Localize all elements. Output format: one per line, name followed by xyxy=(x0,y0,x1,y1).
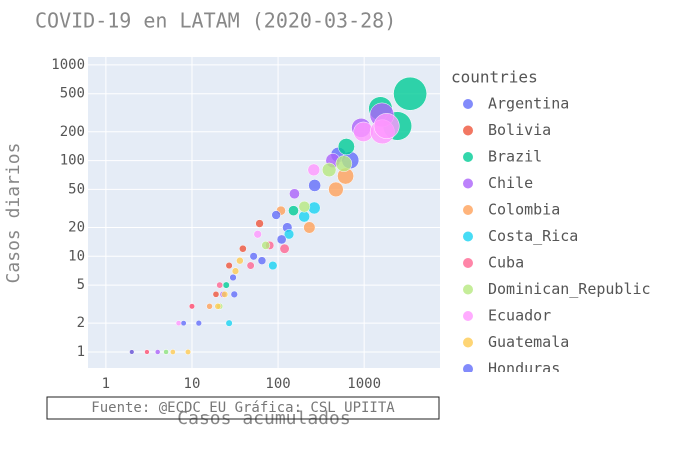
point xyxy=(307,163,321,177)
point xyxy=(276,234,287,245)
point xyxy=(268,260,278,271)
point xyxy=(321,162,337,178)
point xyxy=(308,179,321,192)
point xyxy=(129,349,135,355)
legend-label: Guatemala xyxy=(488,333,569,351)
y-tick-label: 10 xyxy=(68,248,85,264)
points xyxy=(129,76,427,355)
legend-label: Costa_Rica xyxy=(488,227,578,245)
legend-title: countries xyxy=(451,68,538,87)
y-tick-label: 500 xyxy=(60,86,85,102)
legend-label: Argentina xyxy=(488,95,569,113)
point xyxy=(289,188,300,200)
legend-label: Ecuador xyxy=(488,307,551,325)
point xyxy=(154,349,161,355)
point xyxy=(261,241,271,250)
point xyxy=(393,76,427,111)
x-tick-label: 100 xyxy=(265,376,290,392)
point xyxy=(239,244,247,253)
legend-marker xyxy=(463,258,473,268)
annotation: Fuente: @ECDC_EU Gráfica: CSL UPIITA xyxy=(91,400,395,416)
legend-marker xyxy=(463,337,473,348)
point xyxy=(212,291,220,298)
legend-marker xyxy=(463,311,473,321)
y-tick-label: 2 xyxy=(77,315,85,331)
point xyxy=(225,262,233,270)
point xyxy=(257,256,267,265)
y-axis-title: Casos diarios xyxy=(3,143,24,284)
legend-marker xyxy=(463,125,473,136)
point xyxy=(288,205,299,216)
y-tick-label: 20 xyxy=(68,219,85,235)
point xyxy=(253,230,262,239)
legend-marker xyxy=(463,205,473,215)
point xyxy=(229,273,237,282)
legend-label: Cuba xyxy=(488,254,524,272)
point xyxy=(271,210,281,220)
point xyxy=(216,281,224,289)
ticks: 1 10 100 1000 1 2 5 10 20 50 100 200 500 1000 xyxy=(51,57,381,392)
legend-marker xyxy=(463,99,473,109)
point xyxy=(175,320,182,327)
point xyxy=(279,243,290,254)
annotation-box xyxy=(46,396,440,420)
point xyxy=(255,219,264,228)
point xyxy=(195,320,202,327)
point xyxy=(328,181,344,198)
point xyxy=(222,281,230,289)
point xyxy=(206,303,213,310)
point xyxy=(303,221,316,234)
point xyxy=(180,320,187,327)
point xyxy=(170,349,176,355)
legend-marker xyxy=(463,178,473,189)
y-tick-label: 200 xyxy=(60,124,85,140)
point xyxy=(249,252,258,261)
x-tick-label: 10 xyxy=(184,376,201,392)
point xyxy=(298,210,310,223)
legend-label: Bolivia xyxy=(488,121,551,139)
point xyxy=(185,348,192,355)
chart-title: COVID-19 en LATAM (2020-03-28) xyxy=(35,9,396,33)
point xyxy=(246,261,255,270)
point xyxy=(236,256,244,265)
point xyxy=(221,290,229,298)
y-tick-label: 1 xyxy=(77,344,85,360)
point xyxy=(231,267,240,275)
point xyxy=(188,303,196,310)
legend: countries Argentina Bolivia Brazil Chile Col… xyxy=(451,68,651,378)
legend-label: Dominican_Republic xyxy=(488,280,651,298)
y-tick-label: 50 xyxy=(68,181,85,197)
point xyxy=(283,229,295,240)
x-tick-label: 1 xyxy=(102,376,110,392)
y-tick-label: 100 xyxy=(60,153,85,169)
legend-label: Chile xyxy=(488,174,533,192)
legend-marker xyxy=(463,231,473,242)
point xyxy=(144,349,150,355)
y-tick-label: 1000 xyxy=(51,57,85,73)
point xyxy=(298,200,311,213)
point xyxy=(214,302,222,310)
point xyxy=(230,290,238,299)
legend-marker xyxy=(463,152,473,162)
point xyxy=(225,319,233,327)
point xyxy=(373,113,400,139)
legend-label: Brazil xyxy=(488,148,542,166)
point xyxy=(335,155,353,172)
y-tick-label: 5 xyxy=(77,277,85,293)
point xyxy=(163,349,169,355)
legend-label: Honduras xyxy=(488,360,560,378)
legend-marker xyxy=(463,364,473,372)
x-tick-label: 1000 xyxy=(347,376,381,392)
legend-marker xyxy=(463,284,473,295)
point xyxy=(337,138,355,156)
legend-label: Colombia xyxy=(488,201,560,219)
